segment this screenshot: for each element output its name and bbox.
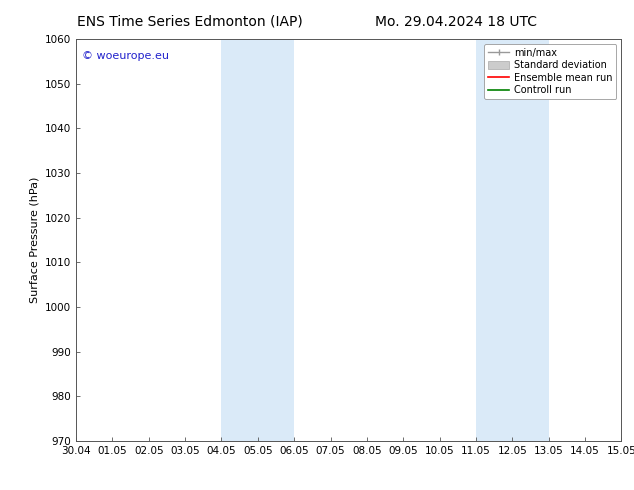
Text: © woeurope.eu: © woeurope.eu	[82, 51, 169, 61]
Text: ENS Time Series Edmonton (IAP): ENS Time Series Edmonton (IAP)	[77, 15, 303, 29]
Legend: min/max, Standard deviation, Ensemble mean run, Controll run: min/max, Standard deviation, Ensemble me…	[484, 44, 616, 99]
Bar	[476, 39, 548, 441]
Bar	[221, 39, 294, 441]
Text: Mo. 29.04.2024 18 UTC: Mo. 29.04.2024 18 UTC	[375, 15, 538, 29]
Y-axis label: Surface Pressure (hPa): Surface Pressure (hPa)	[29, 177, 39, 303]
